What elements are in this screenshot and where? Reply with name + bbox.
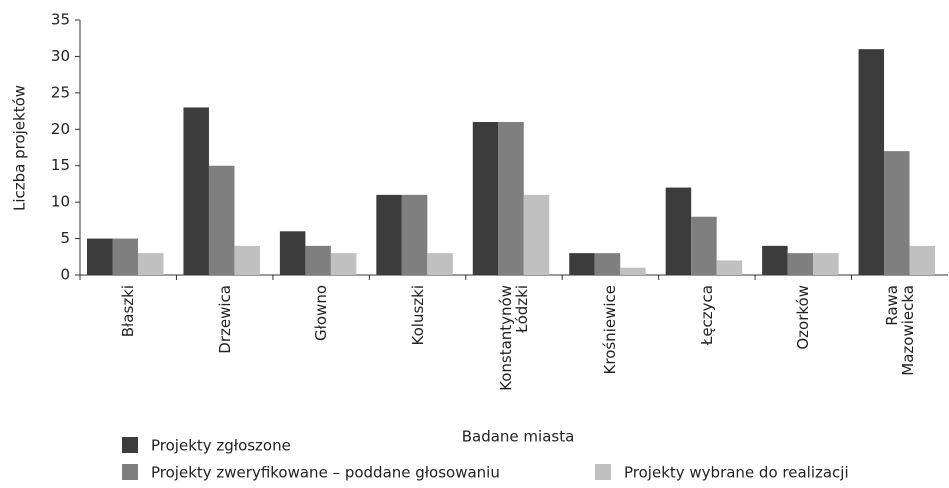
y-tick-label: 35 (51, 11, 70, 29)
bar (523, 194, 550, 275)
y-tick-label: 5 (60, 229, 70, 247)
y-tick-label: 0 (60, 266, 70, 284)
legend-label: Projekty zweryfikowane – poddane głosowa… (151, 464, 500, 482)
x-tick-label: Łęczyca (697, 285, 716, 346)
bar (330, 253, 357, 275)
bar (813, 253, 839, 275)
x-tick-label: Drzewica (215, 285, 234, 354)
x-tick-label: Rawa Mazowiecka (882, 285, 917, 376)
bar (762, 245, 788, 275)
legend-swatch (595, 464, 611, 480)
bar (87, 238, 113, 275)
x-tick-label: Ozorków (794, 285, 813, 350)
y-tick-label: 30 (51, 47, 70, 65)
y-tick-label: 25 (51, 83, 70, 101)
bar (498, 122, 524, 275)
legend-swatch (122, 437, 138, 453)
y-tick-label: 10 (51, 193, 70, 211)
bar (909, 245, 936, 275)
bar (376, 194, 402, 275)
bar (183, 107, 209, 275)
bar (427, 253, 453, 275)
bar (569, 253, 595, 275)
bar (787, 253, 814, 275)
bar (716, 260, 743, 275)
x-tick-label: Krośniewice (601, 285, 620, 375)
y-tick-label: 15 (51, 156, 70, 174)
bar (691, 216, 717, 275)
legend-swatch (122, 464, 138, 480)
bar (401, 194, 428, 275)
x-tick-label: Głowno (312, 285, 331, 342)
y-tick-label: 20 (51, 120, 70, 138)
bar (138, 253, 164, 275)
legend-label: Projekty wybrane do realizacji (624, 464, 849, 482)
x-tick-label: Konstantynów Łódzki (497, 285, 531, 391)
bar (472, 122, 499, 275)
bar (112, 238, 138, 275)
bar (208, 165, 235, 275)
bar (858, 49, 885, 276)
bar (279, 231, 306, 275)
bar (665, 187, 692, 275)
bar (594, 253, 621, 275)
legend-label: Projekty zgłoszone (151, 437, 291, 455)
bar (620, 267, 646, 275)
bar (884, 151, 910, 275)
x-axis-label: Badane miasta (462, 428, 575, 446)
bar (234, 245, 260, 275)
x-tick-label: Koluszki (408, 285, 427, 346)
x-tick-label: Błaszki (119, 285, 138, 338)
bar (305, 245, 331, 275)
y-axis-label: Liczba projektów (11, 85, 29, 211)
